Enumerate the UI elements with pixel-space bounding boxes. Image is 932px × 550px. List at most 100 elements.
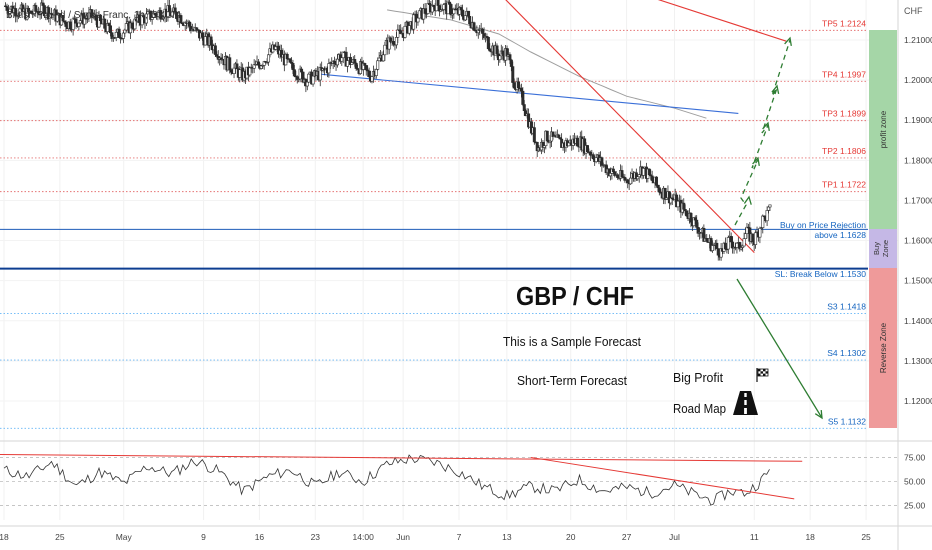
time-tick: 18 <box>805 532 815 542</box>
candle-body <box>517 81 521 89</box>
candle-body <box>209 36 213 46</box>
candle-body <box>522 104 526 111</box>
candle-body <box>335 58 339 66</box>
candle-body <box>114 31 118 38</box>
price-tick: 1.18000 <box>904 155 932 165</box>
level-label: S5 1.1132 <box>828 416 866 426</box>
candle-body <box>108 25 112 34</box>
bullish-path-arrow <box>734 39 791 226</box>
time-tick: 27 <box>622 532 632 542</box>
checkered-flag-icon <box>756 368 769 382</box>
candle-body <box>620 170 624 178</box>
candle-body <box>238 69 242 78</box>
candle-body <box>107 23 111 27</box>
candle-body <box>512 82 516 89</box>
big-profit-text: Big Profit <box>673 370 723 385</box>
time-tick: 14:00 <box>353 532 375 542</box>
candle-body <box>611 168 615 173</box>
candle-body <box>459 7 463 11</box>
candle-body <box>327 63 331 74</box>
rsi-tick: 50.00 <box>904 477 926 487</box>
candle-body <box>353 59 357 64</box>
level-label: TP3 1.1899 <box>822 109 866 119</box>
candle-body <box>716 248 720 256</box>
candle-body <box>509 59 513 67</box>
candle-body <box>381 54 385 62</box>
currency-label: CHF <box>904 6 923 16</box>
road-icon <box>733 391 758 415</box>
price-tick: 1.19000 <box>904 115 932 125</box>
candle-body <box>367 70 371 77</box>
candle-body <box>288 58 292 63</box>
candle-body <box>501 50 505 55</box>
candle-body <box>417 10 421 19</box>
candle-body <box>608 173 612 177</box>
candle-body <box>374 69 378 76</box>
candle-body <box>383 44 387 56</box>
candle-body <box>200 32 204 38</box>
candle-body <box>68 21 72 29</box>
candle-body <box>256 61 260 66</box>
candle-body <box>654 176 658 186</box>
level-label: TP5 1.2124 <box>822 18 866 28</box>
candle-body <box>729 236 733 243</box>
candle-body <box>187 21 191 27</box>
candle-body <box>305 81 309 87</box>
road-map-text: Road Map <box>673 401 726 416</box>
time-tick: 20 <box>566 532 576 542</box>
candle-body <box>705 238 709 242</box>
candle-body <box>682 202 686 210</box>
moving-average-line <box>387 9 707 119</box>
price-tick: 1.13000 <box>904 356 932 366</box>
candle-body <box>442 4 446 10</box>
candle-body <box>228 57 232 70</box>
candle-body <box>742 238 746 247</box>
candle-body <box>291 63 295 70</box>
candle-body <box>248 67 252 76</box>
candle-body <box>350 62 354 65</box>
buy-zone-label: Buy <box>872 242 881 255</box>
candle-body <box>626 179 630 183</box>
candle-body <box>213 45 217 55</box>
candle-body <box>407 25 411 34</box>
candle-body <box>394 37 398 46</box>
time-tick: 13 <box>502 532 512 542</box>
candle-body <box>121 32 125 39</box>
candle-body <box>768 204 772 208</box>
candle-body <box>657 187 661 193</box>
candle-body <box>300 68 304 73</box>
pair-title: GBP / CHF <box>516 281 634 311</box>
time-tick: 9 <box>201 532 206 542</box>
arrow-head <box>762 121 770 132</box>
level-label: S4 1.1302 <box>827 348 866 358</box>
candle-body <box>636 176 640 180</box>
candle-body <box>396 29 400 38</box>
level-label: TP4 1.1997 <box>822 69 866 79</box>
candle-body <box>585 145 589 153</box>
candle-body <box>377 57 381 62</box>
sample-forecast-text: This is a Sample Forecast <box>503 334 641 349</box>
candle-body <box>519 88 523 92</box>
candle-body <box>41 2 45 6</box>
red-trendline-top <box>657 0 787 42</box>
candle-body <box>481 28 485 34</box>
candle-body <box>591 154 595 160</box>
candle-body <box>267 54 271 63</box>
candle-body <box>376 60 380 70</box>
level-label: S3 1.1418 <box>827 302 866 312</box>
candle-body <box>751 233 755 242</box>
candle-body <box>460 9 464 17</box>
rsi-panel <box>0 440 932 506</box>
candle-body <box>307 73 311 83</box>
price-tick: 1.14000 <box>904 316 932 326</box>
zone-boxes: profit zone Buy Zone Reverse Zone <box>869 30 897 428</box>
time-tick: 11 <box>750 532 759 542</box>
time-tick: May <box>116 532 133 542</box>
level-label: TP2 1.1806 <box>822 146 866 156</box>
candle-body <box>333 60 337 64</box>
candle-body <box>767 206 771 211</box>
rsi-tick: 75.00 <box>904 452 926 462</box>
candle-body <box>761 215 765 228</box>
symbol-title: British Pound / Swiss Franc, 1h, OXCM <box>6 10 181 21</box>
candle-body <box>495 45 499 55</box>
